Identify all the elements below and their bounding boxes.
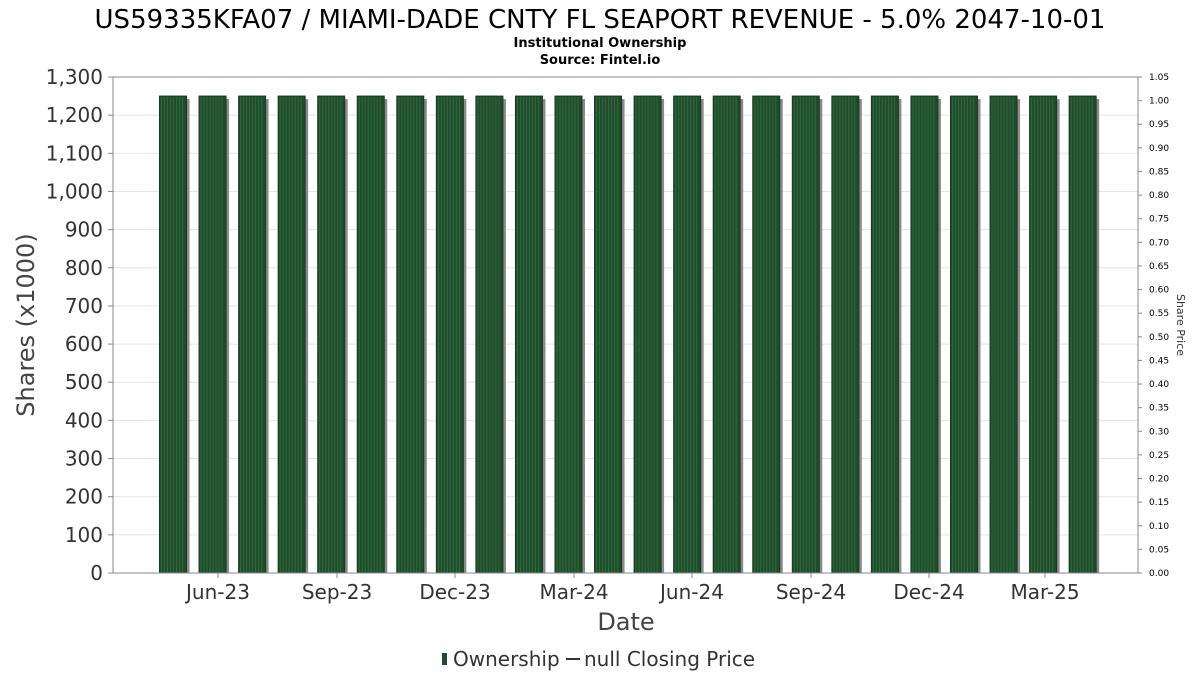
- y-right-tick-label: 0.70: [1149, 238, 1169, 248]
- bar: [831, 95, 862, 574]
- x-tick-label: Sep-24: [776, 580, 846, 604]
- y-tick-label: 500: [65, 370, 103, 394]
- y-right-tick-label: 1.00: [1149, 97, 1169, 107]
- y-right-tick-label: 0.05: [1149, 545, 1169, 555]
- y-tick-label: 600: [65, 332, 103, 356]
- left-y-axis: 0 100 200 300 400 500 600 700 800 900 1,000 1,100 1,…: [46, 65, 113, 585]
- bar: [1068, 95, 1100, 574]
- legend-ownership-label: Ownership: [453, 647, 560, 671]
- bar: [594, 95, 625, 574]
- y-right-tick-label: 0.85: [1149, 167, 1169, 177]
- y-tick-label: 100: [65, 523, 103, 547]
- bar: [791, 95, 823, 574]
- bar: [317, 95, 348, 574]
- bar: [396, 95, 427, 574]
- y-tick-label: 700: [65, 294, 103, 318]
- chart-subtitle: Institutional Ownership: [514, 36, 687, 51]
- x-axis: Jun-23 Sep-23 Dec-23 Mar-24 Jun-24 Sep-24 Dec-…: [184, 573, 1080, 604]
- y-right-tick-label: 0.75: [1149, 215, 1169, 225]
- y-tick-label: 400: [65, 408, 103, 432]
- y-tick-label: 200: [65, 485, 103, 509]
- bar: [356, 95, 388, 574]
- y-right-tick-label: 0.25: [1149, 451, 1169, 461]
- y-right-tick-label: 0.40: [1149, 380, 1169, 390]
- bar: [950, 95, 981, 574]
- y-right-tick-label: 0.30: [1149, 427, 1169, 437]
- bar-layer: [159, 95, 1100, 574]
- plot-frame: [112, 76, 1139, 574]
- x-tick-label: Mar-24: [539, 580, 608, 604]
- y-tick-label: 1,200: [46, 103, 103, 127]
- y-right-tick-label: 0.20: [1149, 475, 1169, 485]
- bar: [435, 95, 467, 574]
- y-right-tick-label: 0.95: [1149, 120, 1169, 130]
- y-right-tick-label: 0.60: [1149, 286, 1169, 296]
- y-tick-label: 0: [90, 561, 103, 585]
- y-tick-label: 900: [65, 218, 103, 242]
- x-tick-label: Mar-25: [1010, 580, 1079, 604]
- x-tick-label: Dec-24: [893, 580, 964, 604]
- x-axis-label: Date: [597, 608, 654, 636]
- y-tick-label: 800: [65, 256, 103, 280]
- legend: Ownership null Closing Price: [442, 647, 755, 671]
- y-right-tick-label: 0.35: [1149, 404, 1169, 414]
- y-tick-label: 1,300: [46, 65, 103, 89]
- y-right-tick-label: 0.15: [1149, 498, 1169, 508]
- bar: [198, 95, 230, 574]
- y-right-tick-label: 0.55: [1149, 309, 1169, 319]
- bar: [673, 95, 704, 574]
- x-tick-label: Dec-23: [419, 580, 490, 604]
- bar: [277, 95, 309, 574]
- y-right-tick-label: 0.50: [1149, 333, 1169, 343]
- y-tick-label: 1,000: [46, 179, 103, 203]
- bar: [752, 95, 783, 574]
- bar: [910, 95, 941, 574]
- y-axis-right-label: Share Price: [1174, 294, 1187, 356]
- y-right-tick-label: 0.45: [1149, 356, 1169, 366]
- bar: [870, 95, 902, 574]
- bar: [238, 95, 269, 574]
- chart-title: US59335KFA07 / MIAMI-DADE CNTY FL SEAPOR…: [95, 5, 1106, 35]
- right-y-axis: 0.00 0.05 0.10 0.15 0.20 0.25 0.30 0.35 0.40 0.45…: [1138, 73, 1169, 579]
- bar: [514, 95, 546, 574]
- legend-price-label: null Closing Price: [584, 647, 755, 671]
- legend-ownership-swatch: [442, 653, 447, 665]
- x-tick-label: Jun-24: [658, 580, 724, 604]
- bar: [1029, 95, 1060, 574]
- y-tick-label: 1,100: [46, 141, 103, 165]
- bar: [633, 95, 665, 574]
- y-right-tick-label: 0.10: [1149, 522, 1169, 532]
- y-right-tick-label: 1.05: [1149, 73, 1169, 83]
- chart-source: Source: Fintel.io: [540, 53, 661, 68]
- x-tick-label: Jun-23: [184, 580, 250, 604]
- y-axis-label: Shares (x1000): [12, 233, 40, 416]
- bar: [475, 95, 506, 574]
- y-right-tick-label: 0.90: [1149, 144, 1169, 154]
- y-right-tick-label: 0.00: [1149, 569, 1169, 579]
- y-right-tick-label: 0.65: [1149, 262, 1169, 272]
- y-tick-label: 300: [65, 447, 103, 471]
- bar: [989, 95, 1021, 574]
- bar: [712, 95, 744, 574]
- x-tick-label: Sep-23: [302, 580, 372, 604]
- bar: [554, 95, 585, 574]
- y-right-tick-label: 0.80: [1149, 191, 1169, 201]
- bar: [159, 95, 190, 574]
